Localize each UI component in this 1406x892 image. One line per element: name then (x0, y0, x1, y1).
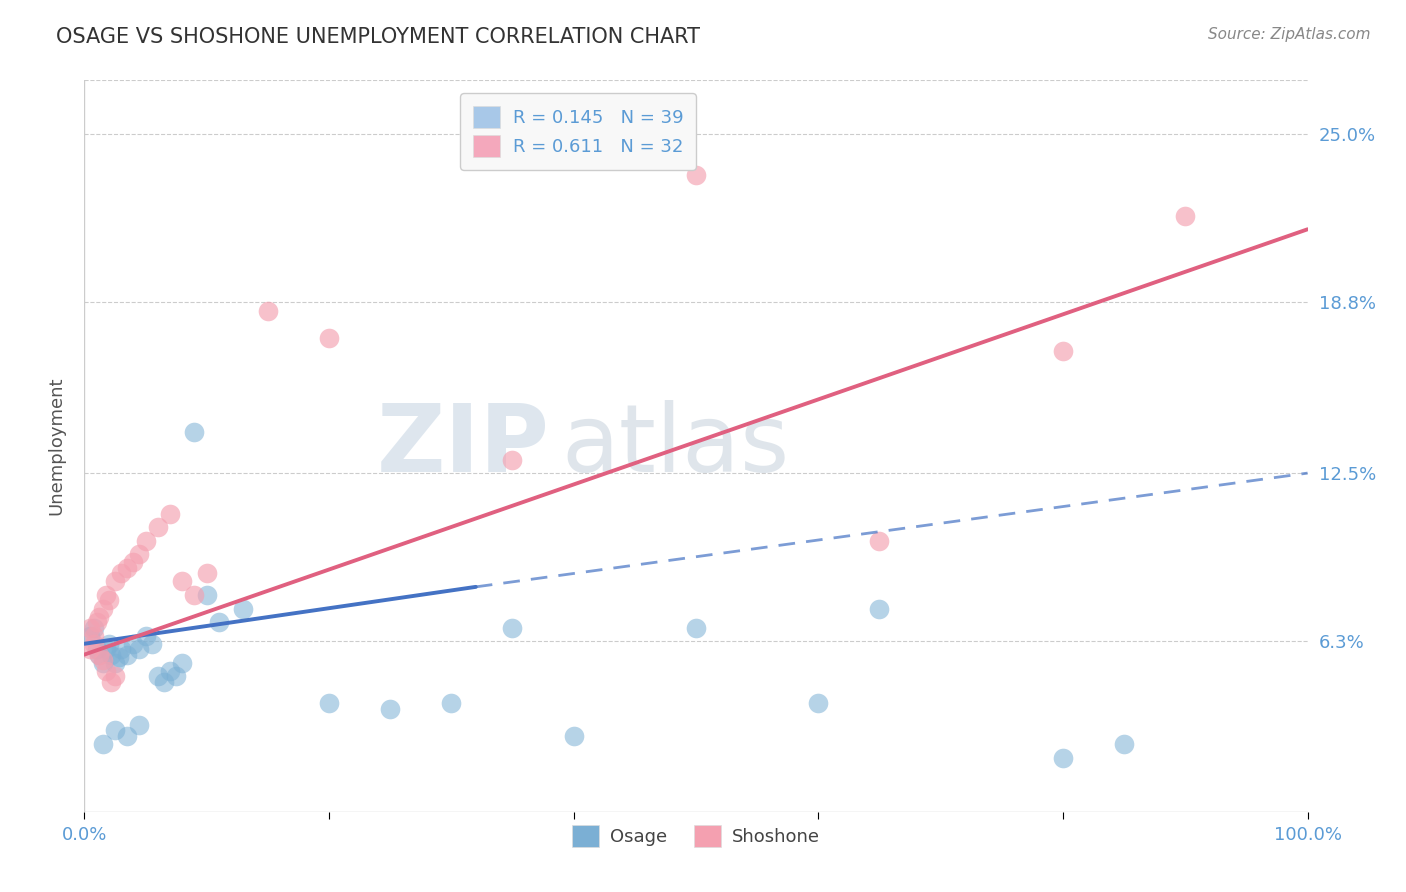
Y-axis label: Unemployment: Unemployment (48, 376, 66, 516)
Point (104, 656, 127, 670)
Point (107, 650, 129, 665)
Point (195, 566, 218, 581)
Point (208, 615, 231, 629)
Point (79, 642, 101, 657)
Point (122, 556, 145, 570)
Point (104, 723, 127, 738)
Point (97, 637, 120, 651)
Point (128, 547, 150, 561)
Point (172, 656, 194, 670)
Point (172, 574, 194, 589)
Text: OSAGE VS SHOSHONE UNEMPLOYMENT CORRELATION CHART: OSAGE VS SHOSHONE UNEMPLOYMENT CORRELATI… (56, 27, 700, 46)
Point (562, 729, 585, 743)
Point (183, 588, 205, 602)
Point (110, 566, 132, 581)
Point (146, 520, 169, 534)
Point (141, 637, 163, 651)
Point (380, 702, 402, 716)
Point (87, 648, 110, 662)
Point (1052, 750, 1074, 764)
Point (685, 168, 707, 182)
Point (110, 642, 132, 657)
Point (502, 452, 524, 467)
Point (502, 620, 524, 634)
Point (135, 533, 157, 548)
Point (122, 637, 145, 651)
Point (83, 637, 105, 651)
Point (87, 648, 110, 662)
Point (318, 331, 340, 345)
Point (115, 561, 138, 575)
Point (115, 648, 138, 662)
Point (91, 656, 114, 670)
Point (79, 620, 101, 634)
Point (869, 533, 891, 548)
Point (86, 642, 108, 657)
Point (135, 629, 157, 643)
Point (1114, 737, 1136, 751)
Point (807, 697, 830, 711)
Point (1052, 344, 1074, 359)
Point (100, 648, 122, 662)
Point (87, 609, 110, 624)
Point (104, 669, 127, 683)
Point (128, 718, 150, 732)
Point (83, 620, 105, 634)
Point (91, 737, 114, 751)
Point (685, 620, 707, 634)
Point (165, 669, 187, 683)
Point (159, 664, 181, 678)
Point (183, 425, 205, 440)
Point (115, 729, 138, 743)
Point (318, 697, 340, 711)
Point (96, 588, 118, 602)
Point (104, 574, 127, 589)
Point (91, 601, 114, 615)
Legend: Osage, Shoshone: Osage, Shoshone (565, 817, 827, 854)
Point (146, 669, 169, 683)
Point (86, 615, 108, 629)
Point (440, 697, 463, 711)
Point (195, 588, 218, 602)
Text: atlas: atlas (561, 400, 790, 492)
Point (100, 674, 122, 689)
Point (96, 642, 118, 657)
Point (257, 303, 280, 318)
Point (128, 642, 150, 657)
Point (83, 629, 105, 643)
Point (97, 593, 120, 607)
Text: Source: ZipAtlas.com: Source: ZipAtlas.com (1208, 27, 1371, 42)
Text: ZIP: ZIP (377, 400, 550, 492)
Point (869, 601, 891, 615)
Point (159, 507, 181, 521)
Point (1174, 209, 1197, 223)
Point (79, 629, 101, 643)
Point (96, 664, 118, 678)
Point (91, 653, 114, 667)
Point (232, 601, 254, 615)
Point (153, 674, 176, 689)
